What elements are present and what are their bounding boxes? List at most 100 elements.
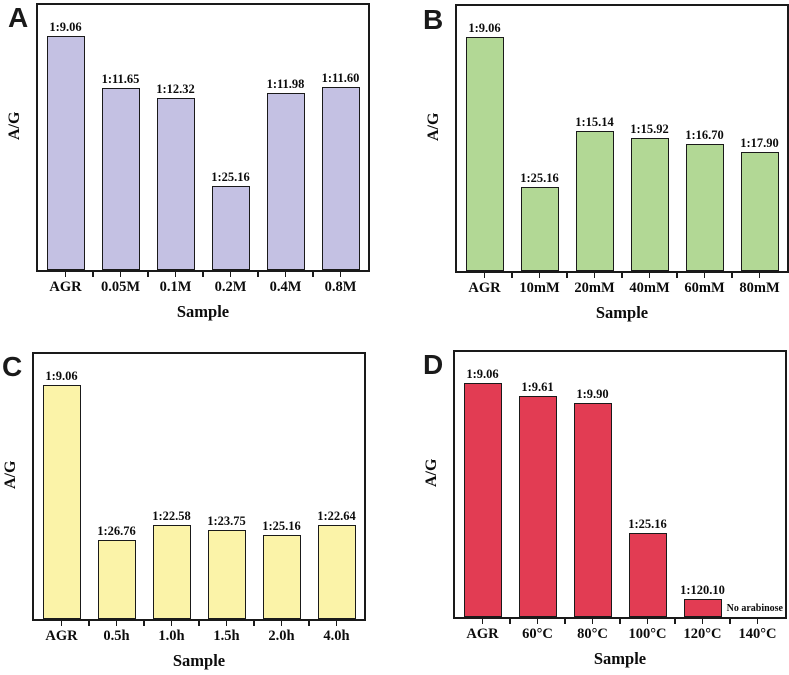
x-axis-area: AGR 0.5h 1.0h 1.5h 2.0h 4.0h [32, 621, 366, 651]
x-tick-label: 0.4M [269, 279, 302, 295]
x-axis-minor-tick [621, 273, 623, 278]
x-tick-label: 80°C [577, 626, 608, 642]
bar-value-label: 1:9.90 [576, 386, 609, 401]
bar-value-label: 1:11.65 [101, 71, 140, 86]
x-axis-minor-tick [92, 272, 94, 277]
bar-60mM [685, 144, 724, 271]
x-tick-label: 10mM [519, 280, 560, 296]
bar-value-label: 1:11.60 [321, 70, 360, 85]
bar-value-label: 1:15.92 [630, 121, 669, 136]
y-axis-label: A/G [425, 112, 442, 141]
x-tick-label: 0.5h [103, 628, 130, 644]
bar-0.2M [211, 186, 250, 270]
plot-area: 1:9.06 1:11.65 1:12.32 1:25.16 1:11.98 1:11.6… [36, 3, 370, 272]
x-axis-tick [170, 621, 173, 626]
x-axis-minor-tick [674, 619, 676, 624]
x-tick-label: 100°C [628, 626, 667, 642]
x-tick-label: 140°C [738, 626, 777, 642]
bar-value-label: 1:25.16 [211, 169, 250, 184]
x-axis-tick [646, 619, 649, 624]
panel-B: B A/G 1:9.06 1:25.16 1:15.14 1:15.92 1:16.70… [395, 0, 789, 337]
x-axis-minor-tick [731, 273, 733, 278]
x-tick-label: 2.0h [268, 628, 295, 644]
x-axis-minor-tick [312, 272, 314, 277]
x-axis-minor-tick [202, 272, 204, 277]
bar-0.4M [266, 93, 305, 270]
x-axis-tick [483, 273, 486, 278]
bar-AGR [463, 383, 502, 617]
x-axis-tick [174, 272, 177, 277]
y-axis-label: A/G [2, 460, 19, 489]
bar-0.1M [156, 98, 195, 270]
x-tick-label: 0.05M [100, 279, 141, 295]
x-tick-label: 20mM [574, 280, 615, 296]
x-axis-title: Sample [176, 302, 230, 321]
bar-20mM [575, 131, 614, 271]
x-tick-label: 80mM [739, 280, 780, 296]
panel-letter-A: A [8, 2, 29, 33]
x-axis-tick [115, 621, 118, 626]
x-axis-area: AGR 0.05M 0.1M 0.2M 0.4M 0.8M [36, 272, 370, 302]
x-axis-title: Sample [172, 651, 226, 670]
x-tick-label: AGR [45, 628, 78, 644]
x-tick-label: 60°C [522, 626, 553, 642]
x-axis-tick [119, 272, 122, 277]
bar-100°C [628, 533, 667, 617]
bar-value-label: 1:9.06 [468, 20, 501, 35]
x-axis-tick [225, 621, 228, 626]
bar-AGR [42, 385, 81, 619]
panel-letter-D: D [423, 349, 444, 380]
bar-value-label: 1:25.16 [520, 170, 559, 185]
plot-area: 1:9.06 1:26.76 1:22.58 1:23.75 1:25.16 1:22.6… [32, 352, 366, 621]
bar-value-label: 1:22.58 [152, 508, 191, 523]
bar-value-label: 1:15.14 [575, 114, 614, 129]
x-axis-tick [593, 273, 596, 278]
bar-value-label: 1:17.90 [740, 135, 779, 150]
x-axis-tick [284, 272, 287, 277]
x-axis-tick [481, 619, 484, 624]
x-axis-tick [339, 272, 342, 277]
bar-value-label: 1:9.61 [521, 379, 554, 394]
x-axis-minor-tick [147, 272, 149, 277]
x-axis-minor-tick [509, 619, 511, 624]
bar-value-label: 1:22.64 [317, 508, 356, 523]
x-axis-tick [538, 273, 541, 278]
panel-letter-C: C [2, 351, 23, 382]
x-axis-tick [335, 621, 338, 626]
x-tick-label: AGR [49, 279, 82, 295]
x-tick-label: 0.2M [214, 279, 247, 295]
bar-120°C [683, 599, 722, 617]
bar-value-label: 1:120.10 [680, 582, 725, 597]
x-axis-tick [229, 272, 232, 277]
plot-area: 1:9.06 1:9.61 1:9.90 1:25.16 1:120.10 No arab… [453, 350, 787, 619]
bar-value-label: 1:25.16 [628, 516, 667, 531]
x-axis-minor-tick [729, 619, 731, 624]
x-tick-label: 0.8M [324, 279, 357, 295]
x-axis-minor-tick [88, 621, 90, 626]
bar-0.8M [321, 87, 360, 270]
bar-value-label: 1:12.32 [156, 81, 195, 96]
x-tick-label: AGR [466, 626, 499, 642]
bar-0.5h [97, 540, 136, 619]
x-tick-label: 4.0h [323, 628, 350, 644]
x-axis-minor-tick [198, 621, 200, 626]
x-axis-tick [703, 273, 706, 278]
bar-value-label: 1:23.75 [207, 513, 246, 528]
bar-80°C [573, 403, 612, 617]
x-axis-minor-tick [143, 621, 145, 626]
x-tick-label: 40mM [629, 280, 670, 296]
bar-value-label: 1:26.76 [97, 523, 136, 538]
x-axis-minor-tick [566, 273, 568, 278]
x-axis-minor-tick [257, 272, 259, 277]
x-axis-minor-tick [564, 619, 566, 624]
x-axis-area: AGR 10mM 20mM 40mM 60mM 80mM [455, 273, 789, 303]
bar-1.5h [207, 530, 246, 619]
x-axis-minor-tick [308, 621, 310, 626]
x-axis-tick [758, 273, 761, 278]
x-axis-minor-tick [511, 273, 513, 278]
x-tick-label: AGR [468, 280, 501, 296]
bar-2.0h [262, 535, 301, 619]
bar-value-label: 1:11.98 [266, 76, 305, 91]
panel-A: A A/G 1:9.06 1:11.65 1:12.32 1:25.16 1:11.98… [0, 0, 394, 337]
